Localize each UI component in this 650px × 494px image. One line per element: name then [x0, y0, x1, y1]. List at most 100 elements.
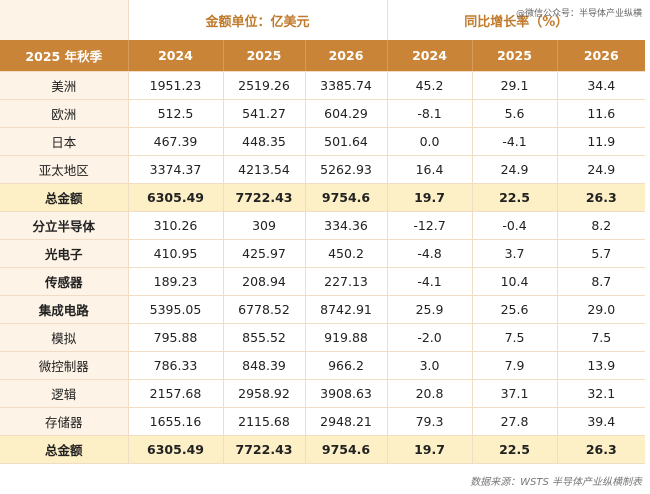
cell: 6305.49 — [127, 183, 223, 212]
header-row: 2025 年秋季 2024 2025 2026 2024 2025 2026 — [0, 40, 646, 72]
column-header: 2025 — [222, 40, 305, 72]
source-note: 数据来源：WSTS 半导体产业纵横制表 — [470, 477, 642, 488]
row-label: 模拟 — [0, 323, 128, 352]
cell: 3385.74 — [304, 71, 388, 100]
table-row: 总金额 6305.49 7722.43 9754.6 19.7 22.5 26.3 — [0, 183, 646, 212]
cell: 29.1 — [471, 71, 558, 100]
cell: 24.9 — [556, 155, 646, 184]
cell: 1655.16 — [127, 407, 223, 436]
table-row: 集成电路 5395.05 6778.52 8742.91 25.9 25.6 29.0 — [0, 295, 646, 324]
row-label: 亚太地区 — [0, 155, 128, 184]
cell: 410.95 — [127, 239, 223, 268]
row-label: 存储器 — [0, 407, 128, 436]
cell: 26.3 — [556, 183, 646, 212]
cell: 25.9 — [386, 295, 473, 324]
cell: -0.4 — [471, 211, 558, 240]
cell: 24.9 — [471, 155, 558, 184]
cell: 6305.49 — [127, 435, 223, 464]
cell: 786.33 — [127, 351, 223, 380]
row-label: 总金额 — [0, 183, 128, 212]
cell: -4.1 — [386, 267, 473, 296]
cell: 29.0 — [556, 295, 646, 324]
cell: 7.5 — [556, 323, 646, 352]
watermark: @微信公众号：半导体产业纵横 — [515, 9, 642, 19]
column-header: 2025 — [471, 40, 558, 72]
cell: 32.1 — [556, 379, 646, 408]
table-row: 日本 467.39 448.35 501.64 0.0 -4.1 11.9 — [0, 127, 646, 156]
cell: 448.35 — [222, 127, 305, 156]
cell: 795.88 — [127, 323, 223, 352]
row-label: 总金额 — [0, 435, 128, 464]
cell: -4.1 — [471, 127, 558, 156]
row-label: 欧洲 — [0, 99, 128, 128]
table-row: 传感器 189.23 208.94 227.13 -4.1 10.4 8.7 — [0, 267, 646, 296]
cell: 0.0 — [386, 127, 473, 156]
cell: 604.29 — [304, 99, 388, 128]
cell: -12.7 — [386, 211, 473, 240]
cell: 425.97 — [222, 239, 305, 268]
cell: 22.5 — [471, 435, 558, 464]
table-body: 美洲 1951.23 2519.26 3385.74 45.2 29.1 34.4 欧洲 512… — [0, 71, 646, 464]
cell: 855.52 — [222, 323, 305, 352]
data-table: 金额单位：亿美元 同比增长率（%） 2025 年秋季 2024 2025 2026 20… — [0, 0, 646, 464]
cell: 5.7 — [556, 239, 646, 268]
table-row: 模拟 795.88 855.52 919.88 -2.0 7.5 7.5 — [0, 323, 646, 352]
table-row: 光电子 410.95 425.97 450.2 -4.8 3.7 5.7 — [0, 239, 646, 268]
table-row: 亚太地区 3374.37 4213.54 5262.93 16.4 24.9 24.9 — [0, 155, 646, 184]
cell: 3374.37 — [127, 155, 223, 184]
cell: 10.4 — [471, 267, 558, 296]
cell: 45.2 — [386, 71, 473, 100]
cell: 3.0 — [386, 351, 473, 380]
blank-cell — [0, 0, 128, 40]
row-label: 传感器 — [0, 267, 128, 296]
table-row: 总金额 6305.49 7722.43 9754.6 19.7 22.5 26.3 — [0, 435, 646, 464]
cell: 8742.91 — [304, 295, 388, 324]
table-row: 微控制器 786.33 848.39 966.2 3.0 7.9 13.9 — [0, 351, 646, 380]
row-label: 日本 — [0, 127, 128, 156]
cell: 334.36 — [304, 211, 388, 240]
cell: 8.2 — [556, 211, 646, 240]
cell: 7.5 — [471, 323, 558, 352]
cell: 20.8 — [386, 379, 473, 408]
cell: 34.4 — [556, 71, 646, 100]
row-label: 逻辑 — [0, 379, 128, 408]
cell: 9754.6 — [304, 435, 388, 464]
cell: 8.7 — [556, 267, 646, 296]
cell: 7.9 — [471, 351, 558, 380]
table-row: 逻辑 2157.68 2958.92 3908.63 20.8 37.1 32.1 — [0, 379, 646, 408]
row-label: 美洲 — [0, 71, 128, 100]
column-header: 2024 — [127, 40, 223, 72]
cell: 501.64 — [304, 127, 388, 156]
column-header: 2026 — [556, 40, 646, 72]
cell: 227.13 — [304, 267, 388, 296]
row-label: 分立半导体 — [0, 211, 128, 240]
cell: 5395.05 — [127, 295, 223, 324]
table-row: 分立半导体 310.26 309 334.36 -12.7 -0.4 8.2 — [0, 211, 646, 240]
cell: 13.9 — [556, 351, 646, 380]
cell: 966.2 — [304, 351, 388, 380]
cell: 79.3 — [386, 407, 473, 436]
cell: 22.5 — [471, 183, 558, 212]
group-header: 同比增长率（%） — [386, 0, 646, 40]
cell: 3.7 — [471, 239, 558, 268]
table-row: 存储器 1655.16 2115.68 2948.21 79.3 27.8 39.4 — [0, 407, 646, 436]
cell: 848.39 — [222, 351, 305, 380]
cell: 189.23 — [127, 267, 223, 296]
cell: 541.27 — [222, 99, 305, 128]
cell: 512.5 — [127, 99, 223, 128]
cell: 2157.68 — [127, 379, 223, 408]
cell: 11.6 — [556, 99, 646, 128]
row-label: 微控制器 — [0, 351, 128, 380]
group-header-row: 金额单位：亿美元 同比增长率（%） — [0, 0, 646, 40]
cell: 5.6 — [471, 99, 558, 128]
column-header: 2025 年秋季 — [0, 40, 128, 72]
cell: 3908.63 — [304, 379, 388, 408]
cell: 37.1 — [471, 379, 558, 408]
cell: 7722.43 — [222, 435, 305, 464]
cell: 467.39 — [127, 127, 223, 156]
cell: 26.3 — [556, 435, 646, 464]
row-label: 集成电路 — [0, 295, 128, 324]
cell: 310.26 — [127, 211, 223, 240]
row-label: 光电子 — [0, 239, 128, 268]
